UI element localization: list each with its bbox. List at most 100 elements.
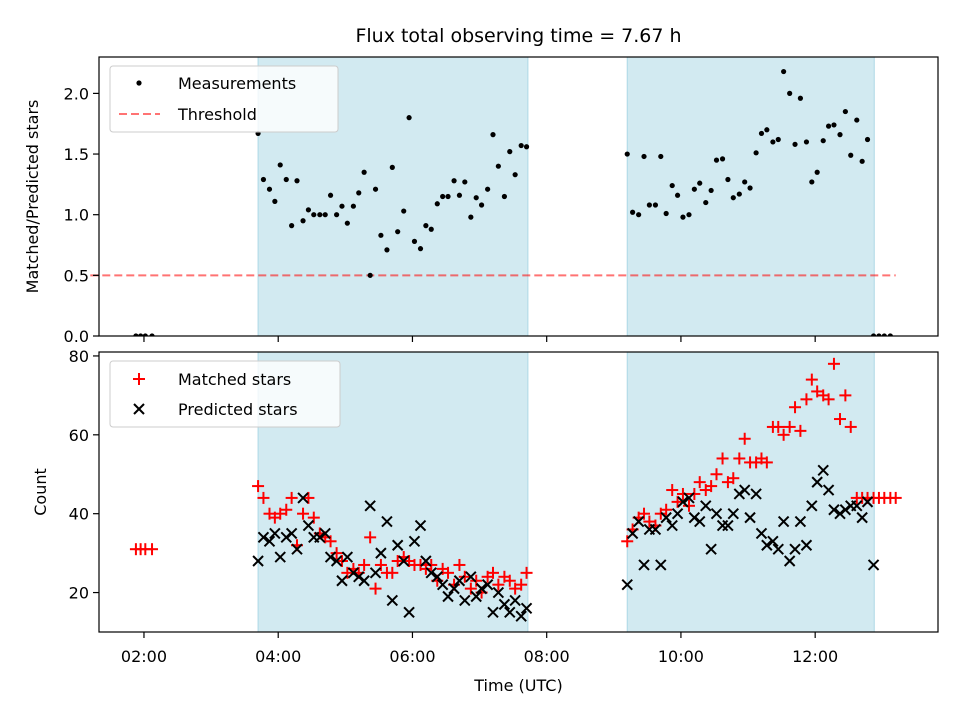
matched-star-point [369, 582, 382, 595]
x-tick-label: 12:00 [792, 647, 838, 666]
measurement-point [440, 193, 446, 200]
measurement-point [406, 115, 412, 121]
measurement-point [775, 136, 781, 143]
predicted-star-point [761, 539, 773, 551]
measurement-point [317, 212, 323, 218]
measurement-point [294, 178, 300, 184]
matched-star-point [794, 424, 807, 437]
predicted-star-point [285, 527, 298, 540]
measurement-point [434, 201, 440, 207]
matched-star-point [638, 507, 651, 520]
predicted-star-point [806, 500, 818, 512]
matched-star-point [330, 547, 343, 560]
matched-star-point [693, 476, 706, 489]
predicted-star-point [660, 511, 672, 524]
matched-star-point [688, 487, 701, 500]
measurement-point [893, 0, 898, 3]
predicted-star-point [274, 551, 286, 563]
measurement-point [758, 130, 765, 137]
measurement-point [636, 212, 642, 218]
measurement-point [367, 272, 373, 278]
measurement-point [384, 247, 390, 253]
star-count-points [129, 357, 902, 622]
measurement-point [803, 139, 810, 145]
predicted-star-point [794, 515, 807, 528]
ratio-y-ticks: 0.0 0.5 1.0 1.5 2.0 [64, 84, 99, 346]
matched-star-point [503, 574, 516, 587]
predicted-star-point [777, 515, 790, 528]
measurement-point [378, 232, 384, 238]
measurement-point [725, 176, 731, 183]
measurement-point [327, 192, 334, 198]
predicted-star-point [487, 606, 499, 618]
measurement-point [747, 185, 753, 191]
measurement-point [697, 180, 703, 186]
measurement-point [395, 229, 401, 235]
y-tick-label: 0.0 [64, 327, 89, 346]
predicted-star-point [442, 590, 454, 603]
legend-predicted-marker [133, 403, 145, 415]
matched-star-point [391, 555, 404, 568]
predicted-star-point [710, 507, 723, 520]
measurement-point [859, 158, 865, 164]
matched-star-point [800, 393, 813, 406]
measurement-point [781, 68, 787, 75]
matched-star-point [509, 582, 522, 595]
predicted-star-point [767, 535, 779, 548]
matched-star-point [364, 531, 377, 544]
predicted-star-point [744, 511, 756, 524]
predicted-star-point [834, 507, 846, 520]
predicted-star-point [789, 543, 801, 555]
predicted-star-point [386, 594, 399, 607]
measurement-point [809, 179, 815, 185]
measurement-point [361, 169, 367, 175]
y-tick-label: 80 [69, 347, 89, 366]
measurement-point [641, 153, 647, 160]
measurement-point [485, 186, 491, 192]
observing-interval-2 [626, 352, 875, 632]
measurement-point [837, 132, 843, 138]
matched-star-point [805, 373, 818, 386]
measurement-point [764, 127, 770, 133]
measurement-point [663, 210, 669, 217]
matched-star-point [710, 468, 723, 481]
measurement-point [428, 226, 434, 232]
ratio-legend-box [109, 65, 339, 133]
count-y-ticks: 20 40 60 80 [69, 347, 99, 603]
predicted-star-point [269, 527, 281, 540]
matched-star-point [844, 420, 857, 433]
measurement-point [344, 220, 350, 226]
measurement-point [887, 333, 893, 336]
predicted-star-point [252, 555, 264, 567]
measurement-point [401, 208, 407, 214]
measurement-point [669, 182, 675, 189]
chart-title: Flux total observing time = 7.67 h [355, 25, 681, 47]
matched-star-point [442, 566, 455, 579]
predicted-star-point [867, 559, 880, 571]
measurement-point [322, 212, 328, 218]
y-tick-label: 1.0 [64, 206, 89, 225]
measurement-point [462, 179, 468, 185]
predicted-star-point [381, 515, 393, 528]
measurement-point [691, 186, 697, 192]
predicted-star-point [465, 571, 477, 583]
measurement-point [445, 193, 451, 200]
predicted-star-point [341, 551, 354, 563]
measurement-point [680, 214, 686, 220]
predicted-star-point [475, 582, 488, 595]
predicted-star-point [666, 519, 678, 532]
measurement-point [770, 139, 776, 145]
matched-star-point [307, 511, 320, 524]
predicted-star-point [626, 527, 639, 540]
measurement-point [356, 190, 362, 196]
measurement-point [350, 203, 356, 209]
predicted-star-point [470, 590, 482, 603]
y-tick-label: 40 [69, 505, 89, 524]
measurement-point [512, 172, 518, 178]
matched-star-point [621, 535, 634, 548]
measurement-point [289, 223, 295, 229]
predicted-star-point [375, 547, 387, 559]
matched-star-point [889, 491, 902, 504]
predicted-star-point [655, 559, 667, 571]
